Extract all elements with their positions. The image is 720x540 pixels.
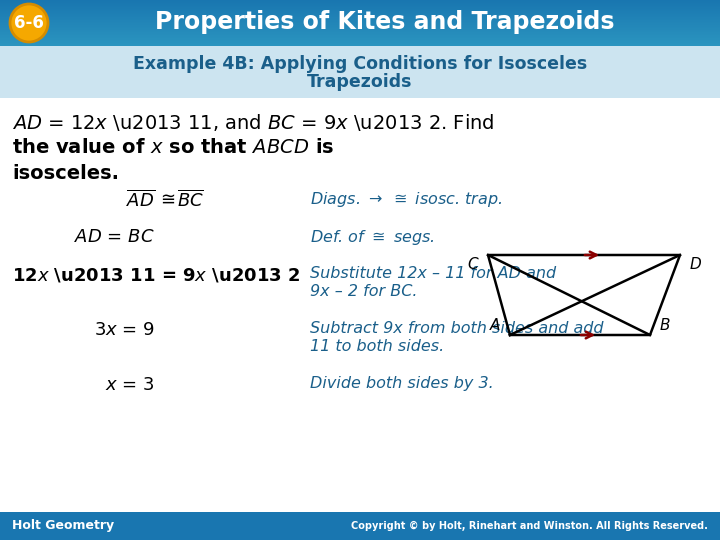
FancyBboxPatch shape xyxy=(0,20,720,21)
FancyBboxPatch shape xyxy=(0,10,720,11)
FancyBboxPatch shape xyxy=(0,13,720,14)
Text: Trapezoids: Trapezoids xyxy=(307,73,413,91)
FancyBboxPatch shape xyxy=(0,9,720,10)
FancyBboxPatch shape xyxy=(0,38,720,39)
FancyBboxPatch shape xyxy=(0,11,720,12)
Text: Subtract 9x from both sides and add: Subtract 9x from both sides and add xyxy=(310,321,603,336)
FancyBboxPatch shape xyxy=(0,46,720,98)
FancyBboxPatch shape xyxy=(0,8,720,9)
Text: $\overline{BC}$: $\overline{BC}$ xyxy=(177,190,204,211)
Text: the value of $\bf{\it{x}}$ so that $\bf{\it{ABCD}}$ is: the value of $\bf{\it{x}}$ so that $\bf{… xyxy=(12,138,334,157)
Text: 6-6: 6-6 xyxy=(14,14,44,32)
Text: Copyright © by Holt, Rinehart and Winston. All Rights Reserved.: Copyright © by Holt, Rinehart and Winsto… xyxy=(351,521,708,531)
Text: A: A xyxy=(490,318,500,333)
Text: $\overline{AD}$: $\overline{AD}$ xyxy=(126,190,155,211)
Text: Properties of Kites and Trapezoids: Properties of Kites and Trapezoids xyxy=(156,10,615,34)
Text: Substitute 12x – 11 for AD and: Substitute 12x – 11 for AD and xyxy=(310,266,556,281)
FancyBboxPatch shape xyxy=(0,16,720,17)
Text: $\bf{\it{x}}$ = 3: $\bf{\it{x}}$ = 3 xyxy=(105,376,155,394)
FancyBboxPatch shape xyxy=(0,31,720,32)
FancyBboxPatch shape xyxy=(0,32,720,33)
FancyBboxPatch shape xyxy=(0,40,720,41)
FancyBboxPatch shape xyxy=(0,26,720,27)
FancyBboxPatch shape xyxy=(0,23,720,24)
Text: Holt Geometry: Holt Geometry xyxy=(12,519,114,532)
FancyBboxPatch shape xyxy=(0,7,720,8)
FancyBboxPatch shape xyxy=(0,43,720,44)
FancyBboxPatch shape xyxy=(0,34,720,35)
FancyBboxPatch shape xyxy=(0,24,720,25)
Text: $\cong$: $\cong$ xyxy=(157,190,176,208)
FancyBboxPatch shape xyxy=(0,4,720,5)
FancyBboxPatch shape xyxy=(0,22,720,23)
FancyBboxPatch shape xyxy=(0,42,720,43)
Text: 12$\bf{\it{x}}$ \u2013 11 = 9$\bf{\it{x}}$ \u2013 2: 12$\bf{\it{x}}$ \u2013 11 = 9$\bf{\it{x}… xyxy=(12,266,300,284)
FancyBboxPatch shape xyxy=(0,30,720,31)
Text: Divide both sides by 3.: Divide both sides by 3. xyxy=(310,376,494,391)
FancyBboxPatch shape xyxy=(0,15,720,16)
FancyBboxPatch shape xyxy=(0,0,720,46)
FancyBboxPatch shape xyxy=(0,14,720,15)
FancyBboxPatch shape xyxy=(0,39,720,40)
FancyBboxPatch shape xyxy=(0,6,720,7)
Circle shape xyxy=(10,4,48,42)
FancyBboxPatch shape xyxy=(0,18,720,19)
Text: Def. of $\cong$ segs.: Def. of $\cong$ segs. xyxy=(310,228,435,247)
FancyBboxPatch shape xyxy=(0,27,720,28)
FancyBboxPatch shape xyxy=(0,45,720,46)
Text: isosceles.: isosceles. xyxy=(12,164,119,183)
Text: Example 4B: Applying Conditions for Isosceles: Example 4B: Applying Conditions for Isos… xyxy=(133,55,587,73)
Text: D: D xyxy=(690,257,702,272)
FancyBboxPatch shape xyxy=(0,12,720,13)
Text: B: B xyxy=(660,318,670,333)
FancyBboxPatch shape xyxy=(0,29,720,30)
FancyBboxPatch shape xyxy=(0,21,720,22)
Text: C: C xyxy=(467,257,478,272)
FancyBboxPatch shape xyxy=(0,37,720,38)
Text: 11 to both sides.: 11 to both sides. xyxy=(310,339,444,354)
FancyBboxPatch shape xyxy=(0,512,720,540)
FancyBboxPatch shape xyxy=(0,41,720,42)
FancyBboxPatch shape xyxy=(0,25,720,26)
FancyBboxPatch shape xyxy=(0,33,720,34)
FancyBboxPatch shape xyxy=(0,98,720,512)
FancyBboxPatch shape xyxy=(0,5,720,6)
Text: 3$\bf{\it{x}}$ = 9: 3$\bf{\it{x}}$ = 9 xyxy=(94,321,155,339)
FancyBboxPatch shape xyxy=(0,17,720,18)
FancyBboxPatch shape xyxy=(0,36,720,37)
FancyBboxPatch shape xyxy=(0,44,720,45)
Text: Diags. $\rightarrow$ $\cong$ isosc. trap.: Diags. $\rightarrow$ $\cong$ isosc. trap… xyxy=(310,190,503,209)
Text: 9x – 2 for BC.: 9x – 2 for BC. xyxy=(310,284,418,299)
Text: $\bf{\it{AD}}$ = 12$\bf{\it{x}}$ \u2013 11, and $\bf{\it{BC}}$ = 9$\bf{\it{x}}$ : $\bf{\it{AD}}$ = 12$\bf{\it{x}}$ \u2013 … xyxy=(12,112,495,133)
FancyBboxPatch shape xyxy=(0,35,720,36)
FancyBboxPatch shape xyxy=(0,28,720,29)
Text: $\bf{\it{AD}}$ = $\bf{\it{BC}}$: $\bf{\it{AD}}$ = $\bf{\it{BC}}$ xyxy=(74,228,155,246)
FancyBboxPatch shape xyxy=(0,19,720,20)
